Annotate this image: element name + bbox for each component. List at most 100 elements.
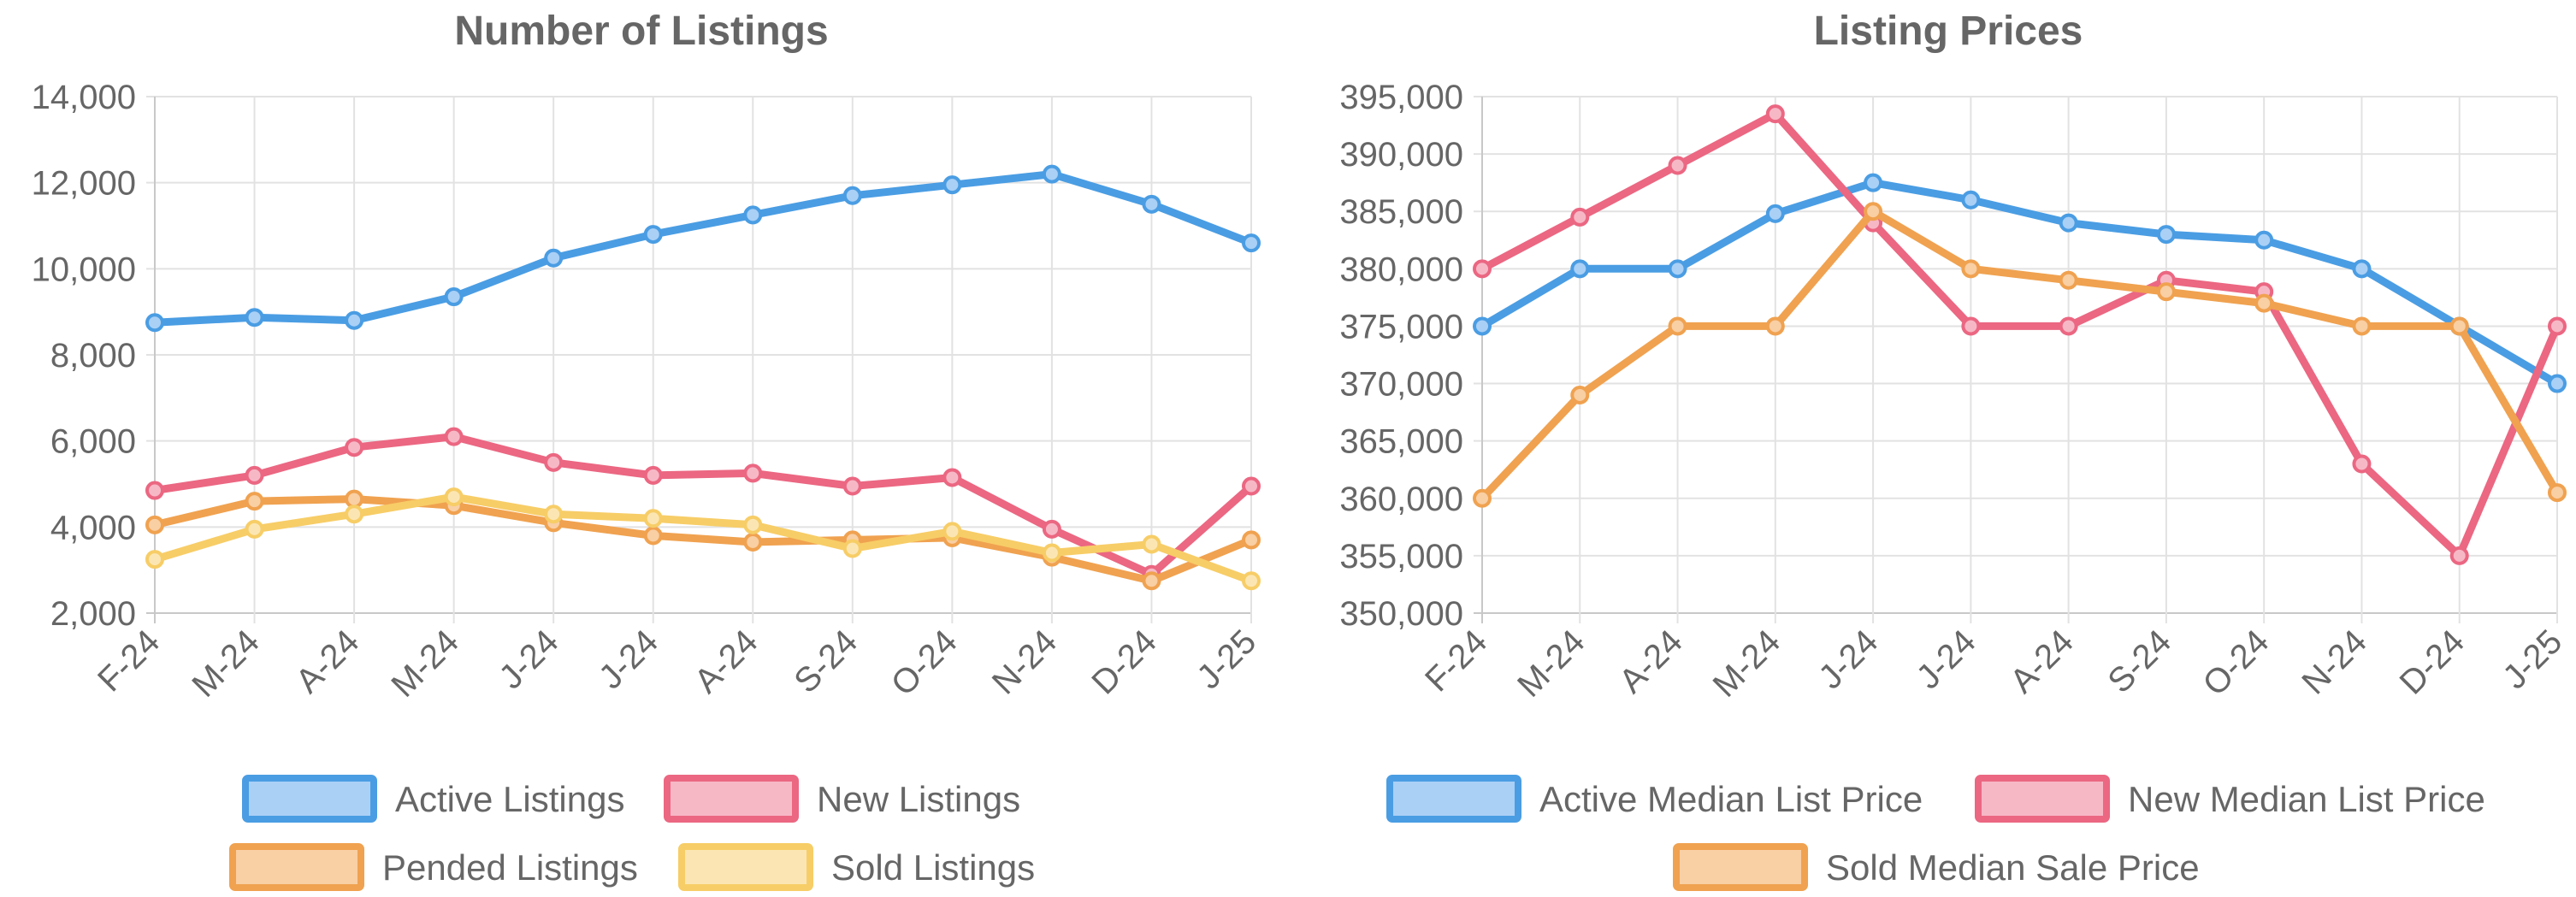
data-point-active-listings[interactable] <box>544 248 564 268</box>
x-tick-label: J-25 <box>1190 623 1263 696</box>
data-point-new-median-list-price[interactable] <box>2352 454 2372 474</box>
data-point-pended-listings[interactable] <box>345 489 364 509</box>
legend-label-sold-median-sale-price[interactable]: Sold Median Sale Price <box>1826 847 2200 888</box>
data-point-active-median-list-price[interactable] <box>2254 230 2274 250</box>
data-point-sold-median-sale-price[interactable] <box>2156 282 2176 302</box>
data-point-new-median-list-price[interactable] <box>1473 259 1492 279</box>
data-point-active-median-list-price[interactable] <box>1473 316 1492 336</box>
data-point-sold-listings[interactable] <box>1042 543 1061 563</box>
data-point-sold-median-sale-price[interactable] <box>2548 483 2567 503</box>
data-point-new-median-list-price[interactable] <box>2548 316 2567 336</box>
legend-label-new-listings[interactable]: New Listings <box>817 779 1020 819</box>
data-point-new-listings[interactable] <box>942 468 962 487</box>
data-point-active-median-list-price[interactable] <box>2548 374 2567 393</box>
x-tick-label: N-24 <box>985 623 1064 701</box>
data-point-sold-median-sale-price[interactable] <box>2059 270 2078 290</box>
data-point-new-listings[interactable] <box>145 481 164 500</box>
data-point-new-median-list-price[interactable] <box>1570 207 1590 227</box>
x-tick-label: A-24 <box>289 623 367 700</box>
legend-swatch-active-listings[interactable] <box>242 775 377 823</box>
y-tick-label: 14,000 <box>32 79 136 116</box>
data-point-pended-listings[interactable] <box>145 515 164 534</box>
legend-swatch-new-median-list-price[interactable] <box>1975 775 2110 823</box>
data-point-sold-listings[interactable] <box>643 509 663 528</box>
data-point-sold-listings[interactable] <box>544 505 564 524</box>
data-point-active-median-list-price[interactable] <box>1961 190 1981 209</box>
data-point-new-listings[interactable] <box>1242 476 1261 496</box>
data-point-sold-listings[interactable] <box>245 519 264 539</box>
data-point-pended-listings[interactable] <box>1242 530 1261 550</box>
data-point-active-listings[interactable] <box>145 313 164 333</box>
data-point-sold-listings[interactable] <box>1242 571 1261 591</box>
data-point-sold-median-sale-price[interactable] <box>1668 316 1687 336</box>
legend-swatch-sold-listings[interactable] <box>678 843 813 891</box>
x-tick-label: O-24 <box>884 623 965 703</box>
data-point-sold-listings[interactable] <box>842 539 862 558</box>
data-point-active-listings[interactable] <box>743 205 763 225</box>
data-point-sold-median-sale-price[interactable] <box>2352 316 2372 336</box>
data-point-sold-median-sale-price[interactable] <box>1765 316 1785 336</box>
data-point-sold-listings[interactable] <box>1142 534 1161 554</box>
data-point-sold-median-sale-price[interactable] <box>1961 259 1981 279</box>
data-point-active-median-list-price[interactable] <box>2352 259 2372 279</box>
data-point-new-median-list-price[interactable] <box>2059 316 2078 336</box>
data-point-sold-median-sale-price[interactable] <box>1570 385 1590 404</box>
legend-swatch-active-median-list-price[interactable] <box>1386 775 1521 823</box>
data-point-pended-listings[interactable] <box>1142 571 1161 591</box>
legend-swatch-pended-listings[interactable] <box>229 843 364 891</box>
series-line-active-median-list-price <box>1478 179 2561 388</box>
x-tick-label: D-24 <box>1084 623 1163 701</box>
data-point-active-listings[interactable] <box>1042 164 1061 184</box>
data-point-active-listings[interactable] <box>345 310 364 330</box>
legend-label-active-median-list-price[interactable]: Active Median List Price <box>1539 779 1923 819</box>
legend-label-active-listings[interactable]: Active Listings <box>395 779 624 819</box>
data-point-sold-listings[interactable] <box>743 515 763 534</box>
data-point-active-listings[interactable] <box>1242 233 1261 253</box>
data-point-new-listings[interactable] <box>245 465 264 485</box>
data-point-active-listings[interactable] <box>1142 194 1161 214</box>
data-point-sold-listings[interactable] <box>145 550 164 569</box>
data-point-active-median-list-price[interactable] <box>1668 259 1687 279</box>
data-point-new-listings[interactable] <box>544 452 564 472</box>
data-point-sold-listings[interactable] <box>942 522 962 541</box>
data-point-pended-listings[interactable] <box>245 492 264 511</box>
data-point-sold-median-sale-price[interactable] <box>1864 202 1883 221</box>
x-tick-label: F-24 <box>91 623 167 699</box>
data-point-sold-median-sale-price[interactable] <box>2449 316 2469 336</box>
data-point-active-listings[interactable] <box>245 308 264 328</box>
data-point-new-median-list-price[interactable] <box>1961 316 1981 336</box>
x-tick-label: J-25 <box>2496 623 2569 696</box>
data-point-sold-listings[interactable] <box>444 487 464 507</box>
data-point-active-listings[interactable] <box>942 175 962 195</box>
data-point-new-listings[interactable] <box>643 465 663 485</box>
data-point-active-median-list-price[interactable] <box>1864 173 1883 192</box>
data-point-new-listings[interactable] <box>444 427 464 446</box>
data-point-new-listings[interactable] <box>842 476 862 496</box>
series-line-active-listings <box>151 170 1256 327</box>
data-point-active-listings[interactable] <box>842 186 862 205</box>
data-point-active-median-list-price[interactable] <box>1765 204 1785 223</box>
x-tick-label: A-24 <box>688 623 765 700</box>
data-point-new-median-list-price[interactable] <box>1765 104 1785 124</box>
data-point-active-listings[interactable] <box>444 287 464 307</box>
data-point-pended-listings[interactable] <box>743 532 763 552</box>
data-point-sold-median-sale-price[interactable] <box>1473 488 1492 508</box>
data-point-active-median-list-price[interactable] <box>2059 213 2078 233</box>
legend-label-new-median-list-price[interactable]: New Median List Price <box>2128 779 2485 819</box>
legend-swatch-new-listings[interactable] <box>664 775 799 823</box>
data-point-active-median-list-price[interactable] <box>2156 225 2176 245</box>
data-point-new-listings[interactable] <box>1042 519 1061 539</box>
y-tick-label: 375,000 <box>1339 308 1463 345</box>
data-point-new-median-list-price[interactable] <box>1668 156 1687 175</box>
data-point-sold-median-sale-price[interactable] <box>2254 293 2274 313</box>
legend-label-pended-listings[interactable]: Pended Listings <box>382 847 638 888</box>
data-point-new-median-list-price[interactable] <box>2449 546 2469 565</box>
data-point-active-median-list-price[interactable] <box>1570 259 1590 279</box>
legend-swatch-sold-median-sale-price[interactable] <box>1673 843 1808 891</box>
legend-label-sold-listings[interactable]: Sold Listings <box>831 847 1035 888</box>
data-point-new-listings[interactable] <box>345 438 364 457</box>
data-point-new-listings[interactable] <box>743 463 763 483</box>
data-point-sold-listings[interactable] <box>345 505 364 524</box>
data-point-pended-listings[interactable] <box>643 526 663 546</box>
data-point-active-listings[interactable] <box>643 225 663 245</box>
